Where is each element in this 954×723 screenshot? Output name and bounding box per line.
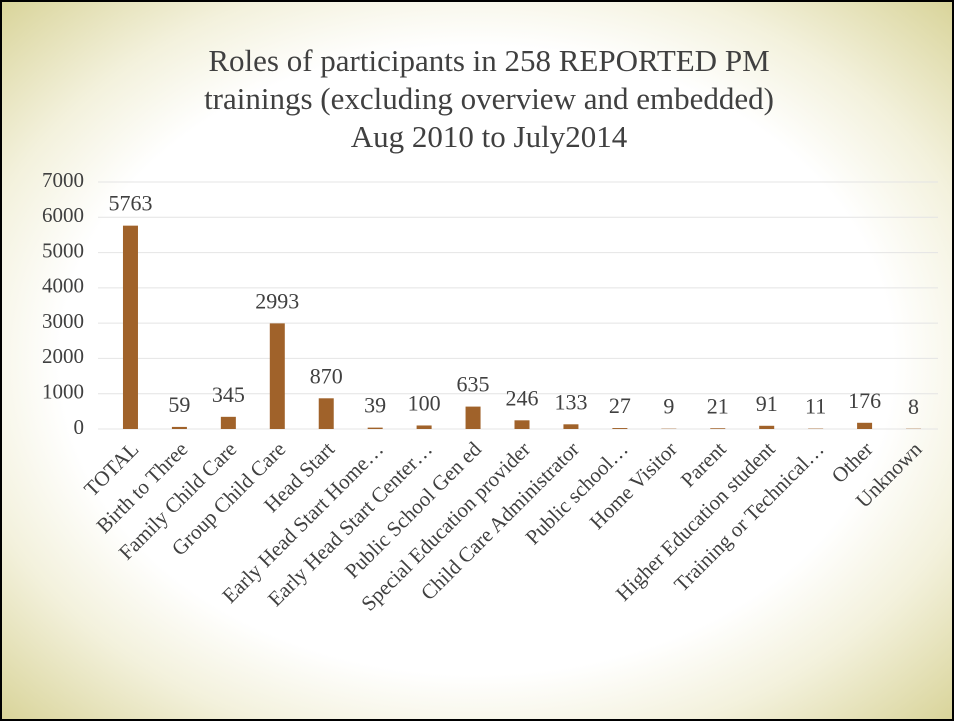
y-tick-label: 4000	[42, 274, 84, 298]
data-label: 9	[663, 394, 674, 419]
y-tick-label: 3000	[42, 309, 84, 333]
data-label: 5763	[108, 191, 152, 216]
bar	[172, 427, 187, 429]
bar	[123, 226, 138, 429]
bar	[515, 420, 530, 429]
data-label: 2993	[255, 288, 299, 313]
data-label: 246	[506, 385, 539, 410]
bar	[270, 323, 285, 429]
data-label: 91	[756, 391, 778, 416]
bar	[221, 417, 236, 429]
y-tick-label: 0	[74, 415, 85, 439]
bar	[368, 428, 383, 429]
y-tick-label: 6000	[42, 203, 84, 227]
data-label: 133	[554, 389, 587, 414]
chart-title: trainings (excluding overview and embedd…	[204, 81, 774, 116]
bar	[612, 428, 627, 429]
data-label: 27	[609, 393, 631, 418]
data-label: 59	[168, 392, 190, 417]
data-label: 11	[805, 394, 826, 419]
data-label: 870	[310, 363, 343, 388]
y-tick-label: 5000	[42, 238, 84, 262]
data-label: 176	[848, 388, 881, 413]
bar	[857, 423, 872, 429]
bar	[563, 424, 578, 429]
bar	[759, 426, 774, 429]
data-label: 100	[408, 391, 441, 416]
y-tick-label: 2000	[42, 344, 84, 368]
chart-title: Aug 2010 to July2014	[351, 119, 628, 154]
data-label: 39	[364, 393, 386, 418]
y-tick-label: 7000	[42, 168, 84, 192]
data-label: 635	[457, 372, 490, 397]
chart-title: Roles of participants in 258 REPORTED PM	[208, 43, 769, 78]
y-tick-label: 1000	[42, 380, 84, 404]
bar	[466, 407, 481, 429]
data-label: 345	[212, 382, 245, 407]
data-label: 21	[707, 393, 729, 418]
bar	[710, 428, 725, 429]
bar	[417, 425, 432, 429]
data-label: 8	[908, 394, 919, 419]
bar	[319, 398, 334, 429]
